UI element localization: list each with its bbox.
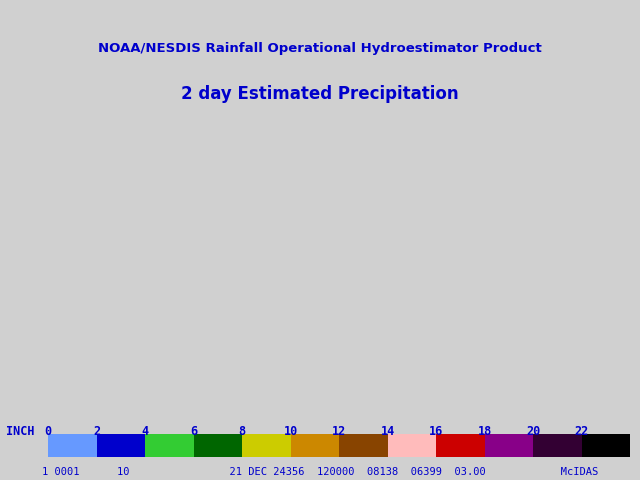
Bar	[48, 433, 97, 457]
Text: INCH: INCH	[6, 425, 35, 438]
Text: 0: 0	[44, 425, 52, 438]
Bar	[291, 433, 339, 457]
Bar	[97, 433, 145, 457]
Bar	[533, 433, 582, 457]
Text: 10: 10	[284, 425, 298, 438]
Bar	[145, 433, 193, 457]
Text: 8: 8	[239, 425, 246, 438]
Text: 2: 2	[93, 425, 100, 438]
Text: 2 day Estimated Precipitation: 2 day Estimated Precipitation	[181, 85, 459, 103]
Text: 18: 18	[477, 425, 492, 438]
Bar	[388, 433, 436, 457]
Text: 12: 12	[332, 425, 346, 438]
Text: 22: 22	[575, 425, 589, 438]
Text: NOAA/NESDIS Rainfall Operational Hydroestimator Product: NOAA/NESDIS Rainfall Operational Hydroes…	[98, 43, 542, 56]
Text: 16: 16	[429, 425, 444, 438]
Bar	[242, 433, 291, 457]
Text: 20: 20	[526, 425, 540, 438]
Text: 6: 6	[190, 425, 197, 438]
Bar	[582, 433, 630, 457]
Bar	[485, 433, 533, 457]
Bar	[436, 433, 485, 457]
Bar	[193, 433, 242, 457]
Text: 14: 14	[381, 425, 395, 438]
Bar	[339, 433, 388, 457]
Text: 4: 4	[141, 425, 148, 438]
Text: 1 0001      10                21 DEC 24356  120000  08138  06399  03.00         : 1 0001 10 21 DEC 24356 120000 08138 0639…	[42, 467, 598, 477]
